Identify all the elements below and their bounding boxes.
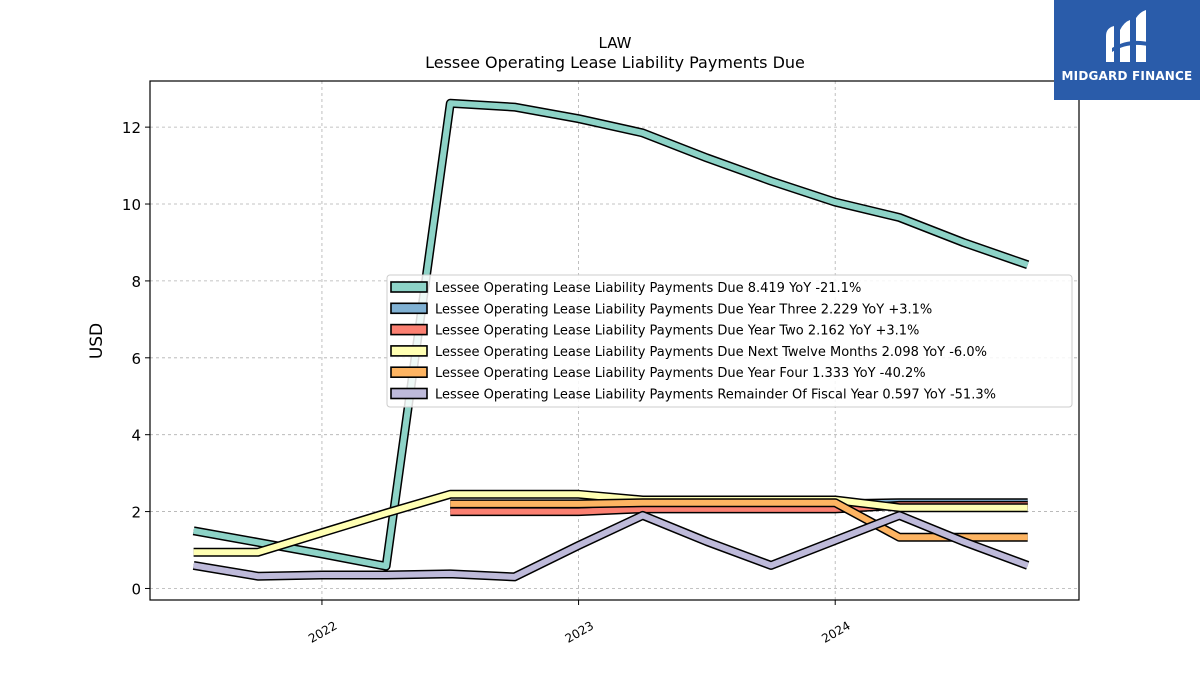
plot-area-frame: [149, 80, 1080, 601]
legend-label: Lessee Operating Lease Liability Payment…: [435, 324, 919, 339]
y-tick-label: 2: [131, 504, 141, 522]
legend: Lessee Operating Lease Liability Payment…: [386, 274, 1073, 408]
y-tick-label: 6: [131, 350, 141, 368]
midgard-logo-icon: [1106, 10, 1148, 62]
y-tick-label: 10: [122, 196, 141, 214]
legend-swatch: [390, 323, 428, 336]
series-line-stroke: [193, 100, 1029, 570]
legend-swatch: [390, 302, 428, 315]
series-line-stroke: [193, 491, 1028, 556]
legend-box: [386, 274, 1073, 408]
y-tick-label: 4: [131, 427, 141, 445]
legend-swatch: [390, 366, 428, 379]
series-line: [192, 510, 1030, 582]
legend-swatch: [390, 345, 428, 357]
series-line-stroke: [193, 512, 1029, 580]
legend-label: Lessee Operating Lease Liability Payment…: [435, 281, 861, 296]
x-tick-label: 2023: [563, 618, 596, 645]
brand-logo: MIDGARD FINANCE: [1054, 0, 1200, 100]
series-line: [450, 498, 1028, 542]
y-tick-label: 8: [131, 273, 141, 291]
x-tick-label: 2022: [306, 618, 339, 645]
brand-name: MIDGARD FINANCE: [1061, 69, 1193, 83]
series-group: [192, 98, 1030, 582]
series-line: [192, 98, 1030, 571]
series-line-outline: [192, 510, 1030, 582]
legend-label: Lessee Operating Lease Liability Payment…: [435, 366, 926, 381]
chart-subtitle: Lessee Operating Lease Liability Payment…: [425, 53, 805, 72]
legend-swatch: [390, 281, 428, 293]
series-line-stroke: [450, 499, 1028, 541]
y-tick-label: 12: [122, 119, 141, 137]
legend-label: Lessee Operating Lease Liability Payment…: [435, 345, 987, 360]
y-axis-label: USD: [87, 323, 107, 359]
series-line: [193, 489, 1028, 557]
chart-title: LAW: [599, 34, 632, 52]
legend-label: Lessee Operating Lease Liability Payment…: [435, 388, 996, 403]
x-tick-label: 2024: [819, 618, 852, 645]
legend-swatch: [390, 387, 428, 400]
legend-label: Lessee Operating Lease Liability Payment…: [435, 302, 932, 317]
y-tick-label: 0: [131, 580, 141, 598]
